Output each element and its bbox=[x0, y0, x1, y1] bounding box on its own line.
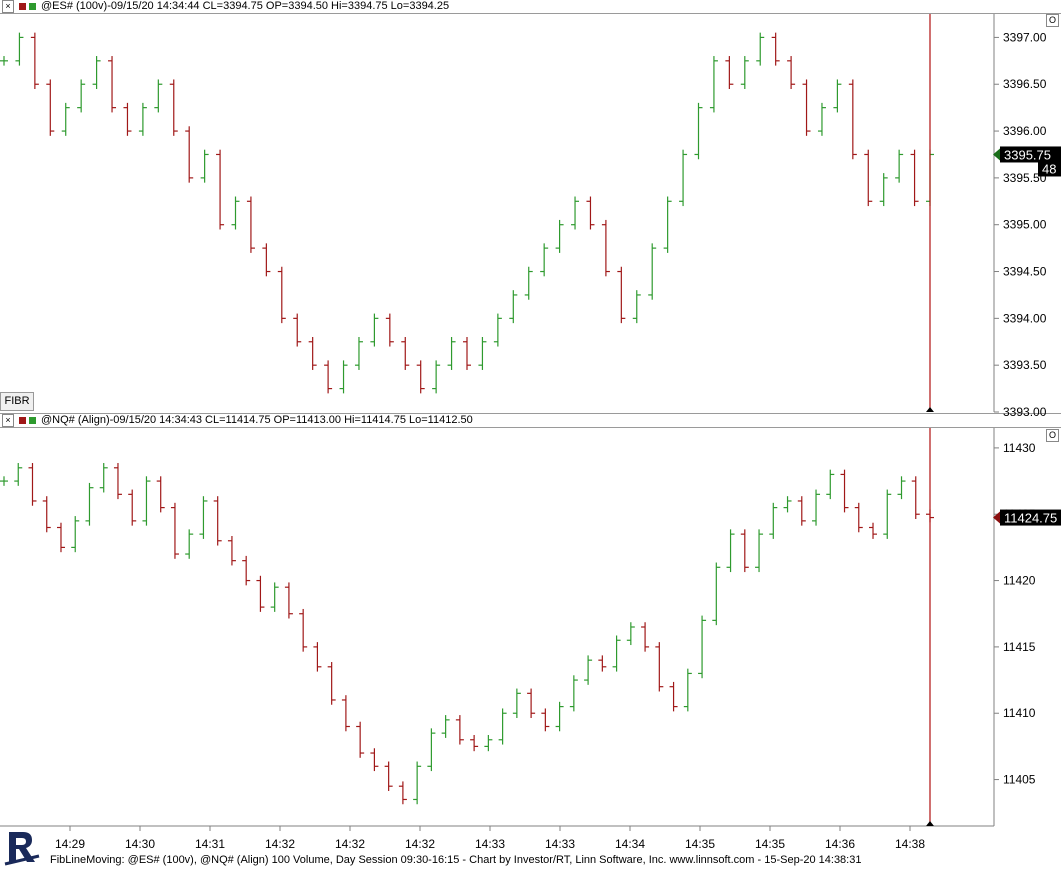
nq-pane-options-button[interactable]: O bbox=[1046, 429, 1059, 442]
x-tick-label: 14:32 bbox=[405, 837, 435, 851]
nq-pane-header: × @NQ# (Align)-09/15/20 14:34:43 CL=1141… bbox=[0, 413, 1061, 428]
footer-text: FibLineMoving: @ES# (100v), @NQ# (Align)… bbox=[50, 854, 862, 866]
last-price-box bbox=[1000, 146, 1061, 163]
es-pane-header: × @ES# (100v)-09/15/20 14:34:44 CL=3394.… bbox=[0, 0, 1061, 14]
y-tick-label: 3393.50 bbox=[1003, 358, 1047, 372]
y-tick-label: 3396.50 bbox=[1003, 77, 1047, 91]
last-price-pointer bbox=[993, 148, 1000, 161]
y-tick-label: 3394.50 bbox=[1003, 265, 1047, 279]
y-tick-label: 3397.00 bbox=[1003, 30, 1047, 44]
down-color-icon bbox=[19, 3, 26, 10]
status-footer: FibLineMoving: @ES# (100v), @NQ# (Align)… bbox=[0, 828, 1061, 869]
y-tick-label: 3395.50 bbox=[1003, 171, 1047, 185]
last-price-box bbox=[1000, 509, 1061, 526]
linn-logo bbox=[3, 830, 41, 866]
x-tick-label: 14:29 bbox=[55, 837, 85, 851]
es-symbol-info: @ES# (100v)-09/15/20 14:34:44 CL=3394.75… bbox=[41, 0, 450, 12]
y-tick-label: 11420 bbox=[1003, 574, 1036, 588]
y-tick-label: 3396.00 bbox=[1003, 124, 1047, 138]
last-price-label: 3395.75 bbox=[1004, 147, 1051, 162]
last-price-pointer bbox=[993, 511, 1000, 524]
y-tick-label: 11410 bbox=[1003, 706, 1036, 720]
close-icon[interactable]: × bbox=[2, 0, 14, 13]
x-tick-label: 14:30 bbox=[125, 837, 155, 851]
up-color-icon bbox=[29, 3, 36, 10]
x-tick-label: 14:31 bbox=[195, 837, 225, 851]
close-icon[interactable]: × bbox=[2, 414, 14, 427]
y-tick-label: 3394.00 bbox=[1003, 311, 1047, 325]
cursor-marker bbox=[926, 821, 934, 826]
nq-symbol-info: @NQ# (Align)-09/15/20 14:34:43 CL=11414.… bbox=[41, 414, 473, 426]
x-tick-label: 14:38 bbox=[895, 837, 925, 851]
y-tick-label: 3393.00 bbox=[1003, 405, 1047, 419]
x-tick-label: 14:36 bbox=[825, 837, 855, 851]
x-tick-label: 14:35 bbox=[685, 837, 715, 851]
down-color-icon bbox=[19, 417, 26, 424]
y-tick-label: 11405 bbox=[1003, 773, 1036, 787]
x-tick-label: 14:32 bbox=[335, 837, 365, 851]
es-pane-options-button[interactable]: O bbox=[1046, 14, 1059, 27]
x-tick-label: 14:33 bbox=[475, 837, 505, 851]
last-price-label: 11424.75 bbox=[1004, 511, 1057, 526]
x-tick-label: 14:34 bbox=[615, 837, 645, 851]
up-color-icon bbox=[29, 417, 36, 424]
count-label: 48 bbox=[1042, 161, 1056, 176]
y-tick-label: 3395.00 bbox=[1003, 218, 1047, 232]
y-tick-label: 11415 bbox=[1003, 640, 1036, 654]
count-box bbox=[1038, 161, 1061, 177]
x-tick-label: 14:35 bbox=[755, 837, 785, 851]
y-tick-label: 11430 bbox=[1003, 441, 1036, 455]
cursor-marker bbox=[926, 407, 934, 412]
x-tick-label: 14:33 bbox=[545, 837, 575, 851]
fibr-button[interactable]: FIBR bbox=[0, 392, 34, 411]
x-tick-label: 14:32 bbox=[265, 837, 295, 851]
